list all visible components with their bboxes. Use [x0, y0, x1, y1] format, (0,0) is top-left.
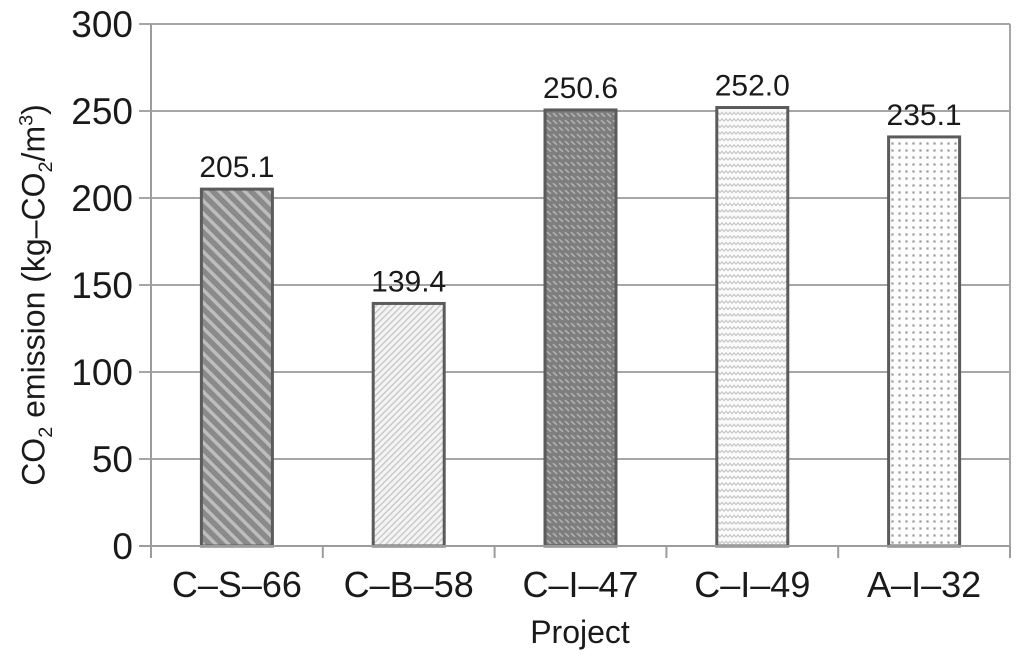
y-axis-title-text: ) — [15, 104, 52, 115]
x-tick-label-C–S–66: C–S–66 — [172, 564, 302, 605]
y-tick-label-100: 100 — [71, 352, 133, 393]
value-label-C–S–66: 205.1 — [199, 151, 274, 184]
y-axis-title-subscript: 2 — [34, 161, 57, 173]
value-label-C–B–58: 139.4 — [371, 265, 446, 298]
bar-C–B–58 — [371, 301, 446, 548]
y-axis-title-superscript: 3 — [15, 114, 38, 126]
y-tick-label-250: 250 — [71, 91, 133, 132]
x-tick-label-C–I–47: C–I–47 — [522, 564, 638, 605]
value-label-C–I–47: 250.6 — [543, 72, 618, 105]
y-axis-title-subscript: 2 — [34, 426, 57, 438]
y-axis-title-text: /m — [15, 125, 52, 162]
x-tick-label-C–B–58: C–B–58 — [344, 564, 474, 605]
y-tick-label-50: 50 — [92, 439, 133, 480]
value-label-A–I–32: 235.1 — [887, 99, 962, 132]
tick-labels-layer: 205.1 139.4 250.6 252.0 235.1 0 50 100 150 200 250… — [71, 4, 981, 605]
bar-A–I–32 — [887, 135, 962, 548]
y-tick-label-200: 200 — [71, 178, 133, 219]
x-tick-label-C–I–49: C–I–49 — [694, 564, 810, 605]
bars-layer — [199, 106, 962, 548]
y-tick-label-300: 300 — [71, 4, 133, 45]
value-label-C–I–49: 252.0 — [715, 70, 790, 103]
x-tick-label-A–I–32: A–I–32 — [867, 564, 981, 605]
y-axis-title-text: emission (kg–CO — [15, 172, 52, 427]
bar-C–S–66 — [199, 187, 274, 548]
y-axis-title-text: CO — [15, 437, 52, 486]
bar-C–I–47 — [543, 108, 618, 548]
bar-C–I–49 — [715, 106, 790, 548]
y-axis-title: CO2 emission (kg–CO2/m3) — [15, 104, 57, 486]
y-tick-label-0: 0 — [112, 526, 133, 567]
x-axis-title: Project — [530, 614, 630, 650]
axes-layer — [139, 24, 1011, 558]
y-tick-label-150: 150 — [71, 265, 133, 306]
